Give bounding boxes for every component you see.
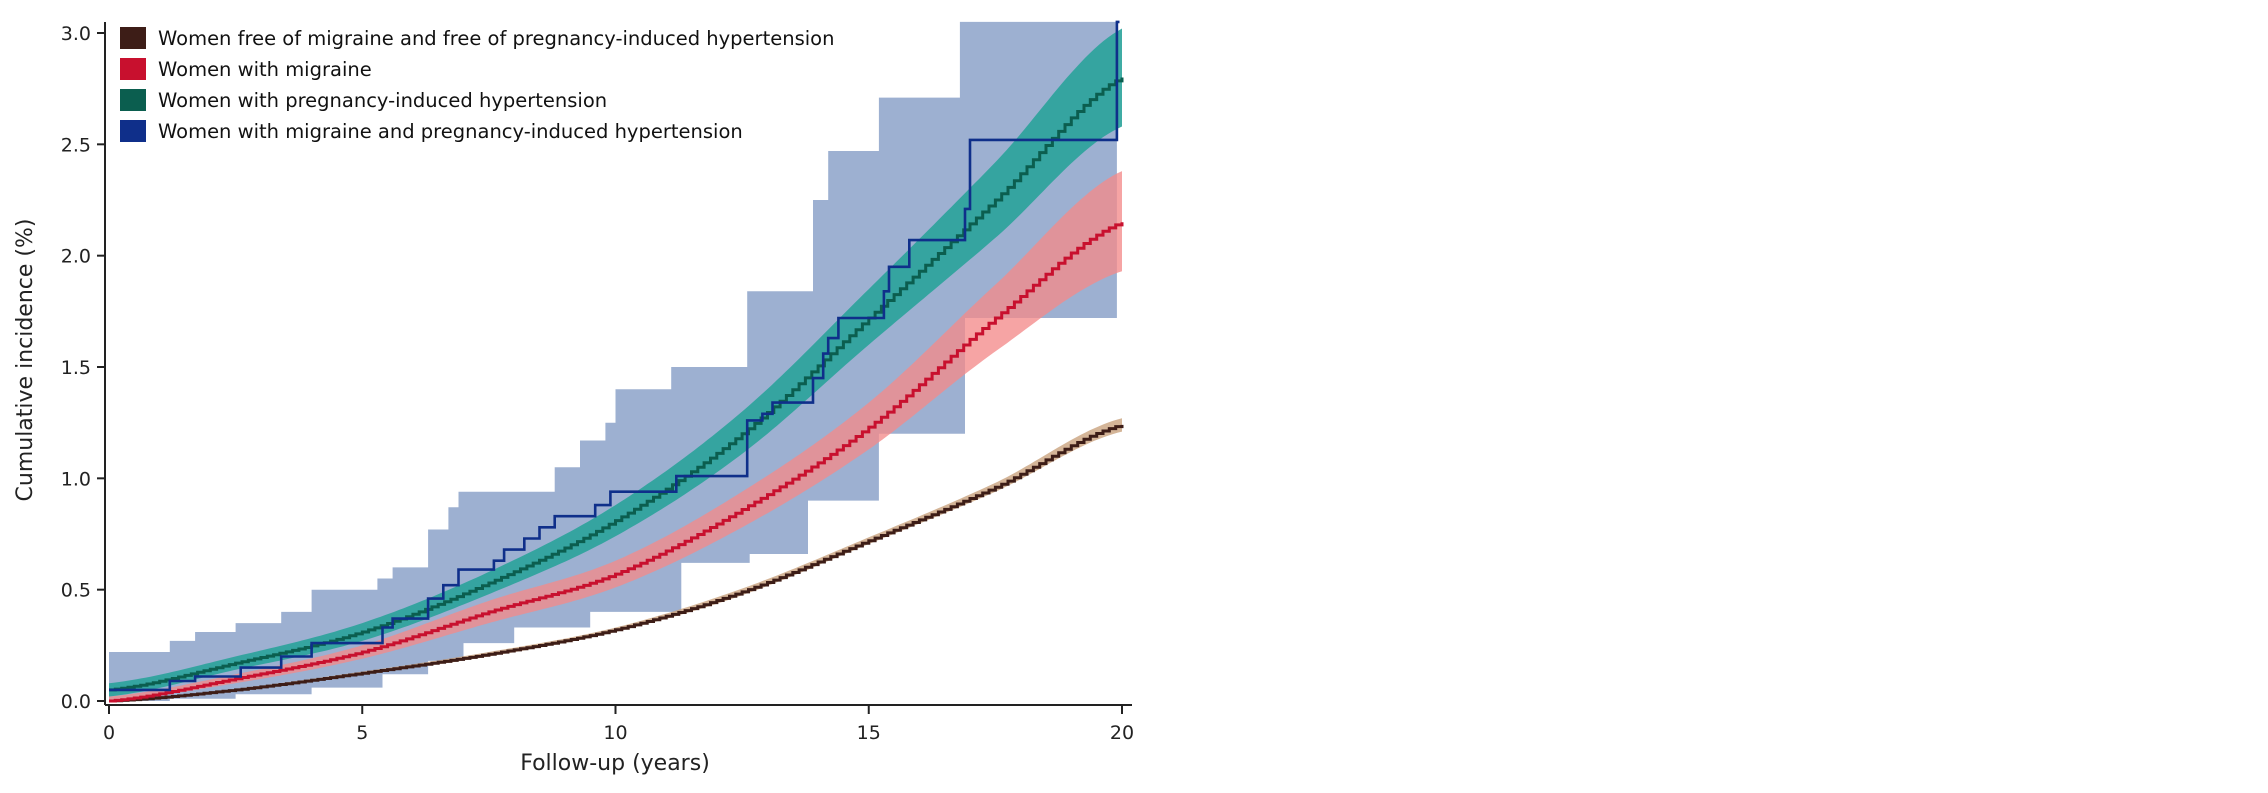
y-tick-label: 1.5 (61, 357, 91, 379)
legend-swatch-migraine (120, 58, 146, 80)
y-axis-title: Cumulative incidence (%) (13, 219, 38, 502)
legend-swatch-pih (120, 89, 146, 111)
y-tick-label: 3.0 (61, 23, 91, 45)
y-tick-label: 2.0 (61, 246, 91, 268)
series-line-0 (109, 424, 1124, 703)
x-axis-title: Follow-up (years) (520, 751, 710, 776)
y-tick-label: 0.5 (61, 580, 91, 602)
legend-label: Women with pregnancy-induced hypertensio… (158, 89, 607, 112)
ci-band-series-3 (109, 21, 1117, 701)
legend-item: Women free of migraine and free of pregn… (120, 27, 834, 50)
series-line-2 (109, 77, 1124, 692)
legend-swatch-migraine-and-pih (120, 120, 146, 142)
legend-swatch-no-migraine-no-pih (120, 27, 146, 49)
x-tick-label: 20 (1110, 722, 1134, 744)
series-line-1 (109, 222, 1124, 703)
x-tick-label: 0 (103, 722, 115, 744)
y-axis-ticks: 0.0 0.5 1.0 1.5 2.0 2.5 3.0 (61, 23, 105, 713)
x-tick-label: 10 (603, 722, 627, 744)
legend-item: Women with pregnancy-induced hypertensio… (120, 89, 607, 112)
y-tick-label: 2.5 (61, 134, 91, 156)
legend-label: Women with migraine and pregnancy-induce… (158, 120, 743, 143)
series-lines (109, 20, 1124, 703)
legend: Women free of migraine and free of pregn… (120, 27, 834, 143)
legend-item: Women with migraine and pregnancy-induce… (120, 120, 743, 143)
y-tick-label: 1.0 (61, 468, 91, 490)
legend-label: Women free of migraine and free of pregn… (158, 27, 834, 50)
confidence-bands (109, 21, 1122, 702)
x-tick-label: 5 (356, 722, 368, 744)
x-axis-ticks: 0 5 10 15 20 (103, 705, 1134, 744)
legend-label: Women with migraine (158, 58, 372, 81)
x-tick-label: 15 (857, 722, 881, 744)
y-tick-label: 0.0 (61, 691, 91, 713)
series-line-3 (109, 20, 1120, 692)
legend-item: Women with migraine (120, 58, 372, 81)
